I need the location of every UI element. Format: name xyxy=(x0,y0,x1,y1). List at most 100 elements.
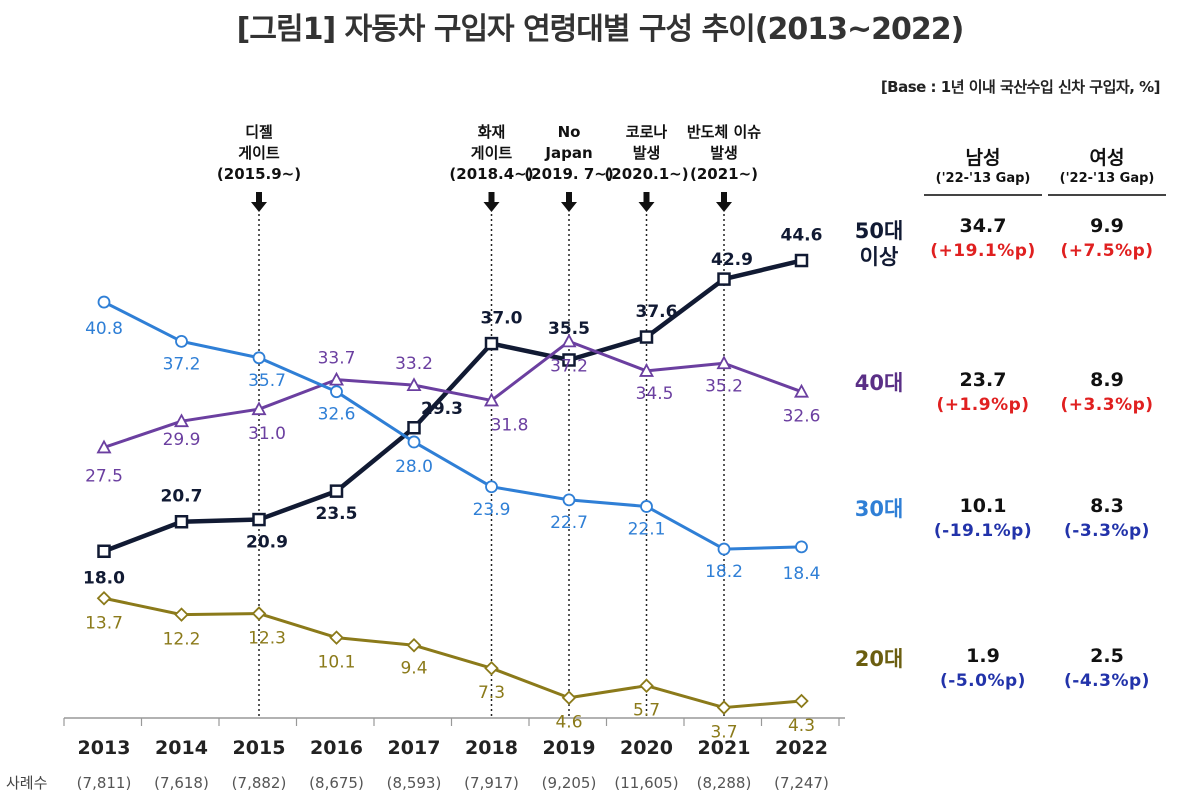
male-cell: 10.1 (-19.1%p) xyxy=(928,494,1038,543)
point-1-2019 xyxy=(561,333,577,348)
data-label-2-2019: 22.7 xyxy=(550,513,588,533)
gap-value: (-3.3%p) xyxy=(1064,521,1150,541)
event-arrow-2015 xyxy=(251,192,267,212)
share-value: 8.3 xyxy=(1090,495,1124,517)
data-label-3-2015: 12.3 xyxy=(248,629,286,649)
male-cell: 34.7 (+19.1%p) xyxy=(928,214,1038,263)
data-label-1-2013: 27.5 xyxy=(85,466,123,486)
gap-value: (-19.1%p) xyxy=(933,521,1033,541)
data-label-3-2014: 12.2 xyxy=(163,630,201,650)
point-3-2017 xyxy=(406,637,422,653)
sample-count-2022: (7,247) xyxy=(774,774,829,792)
share-value: 10.1 xyxy=(959,495,1007,517)
data-label-2-2017: 28.0 xyxy=(395,457,433,477)
point-2-2016 xyxy=(330,385,343,399)
sample-count-2021: (8,288) xyxy=(697,774,752,792)
point-2-2018 xyxy=(485,480,498,494)
data-label-0-2021: 42.9 xyxy=(711,250,753,270)
column-title: 여성 xyxy=(1089,147,1125,169)
data-label-1-2019: 37.2 xyxy=(550,356,588,376)
data-label-3-2022: 4.3 xyxy=(788,716,815,736)
data-label-0-2022: 44.6 xyxy=(781,226,823,246)
point-0-2021 xyxy=(717,272,731,286)
point-0-2017 xyxy=(407,421,421,435)
female-column-header: 여성 ('22-'13 Gap) xyxy=(1052,146,1162,188)
event-label-2018: 화재 게이트 (2018.4~) xyxy=(449,123,534,183)
data-label-3-2020: 5.7 xyxy=(633,701,660,721)
data-label-2-2016: 32.6 xyxy=(318,405,356,425)
share-value: 8.9 xyxy=(1090,369,1124,391)
point-1-2014 xyxy=(173,413,190,428)
data-label-2-2015: 35.7 xyxy=(248,371,286,391)
event-label-2021: 반도체 이슈 발생 (2021~) xyxy=(686,123,762,183)
data-label-3-2019: 4.6 xyxy=(555,713,582,733)
data-label-1-2020: 34.5 xyxy=(636,384,674,404)
data-label-3-2016: 10.1 xyxy=(318,653,356,673)
data-label-1-2018: 31.8 xyxy=(491,415,529,435)
x-tick-label-2016: 2016 xyxy=(310,737,363,759)
x-tick-label-2014: 2014 xyxy=(155,737,208,759)
event-label-2015: 디젤 게이트 (2015.9~) xyxy=(216,123,302,183)
event-arrow-2021 xyxy=(716,192,732,212)
point-3-2018 xyxy=(484,660,499,676)
column-header-rule xyxy=(924,194,1042,196)
point-2-2022 xyxy=(795,540,808,554)
gap-value: (+7.5%p) xyxy=(1060,241,1154,261)
point-1-2016 xyxy=(328,371,345,386)
x-tick-label-2018: 2018 xyxy=(465,737,518,759)
chart-title: [그림1] 자동차 구입자 연령대별 구성 추이(2013~2022) xyxy=(236,12,965,47)
data-label-3-2021: 3.7 xyxy=(710,723,737,743)
series-line-2 xyxy=(103,300,802,551)
data-label-0-2020: 37.6 xyxy=(636,302,678,322)
female-cell: 9.9 (+7.5%p) xyxy=(1052,214,1162,263)
point-1-2022 xyxy=(793,383,810,398)
data-label-0-2015: 20.9 xyxy=(246,533,288,553)
point-0-2014 xyxy=(174,514,189,529)
point-0-2015 xyxy=(252,512,266,527)
point-2-2019 xyxy=(562,493,576,507)
data-label-2-2018: 23.9 xyxy=(473,500,511,520)
x-tick-label-2022: 2022 xyxy=(775,737,828,759)
sample-count-2016: (8,675) xyxy=(309,774,364,792)
series-line-1 xyxy=(103,339,803,449)
x-tick-label-2015: 2015 xyxy=(233,737,286,759)
share-value: 34.7 xyxy=(959,215,1007,237)
data-label-2-2013: 40.8 xyxy=(85,319,123,339)
point-3-2015 xyxy=(251,606,267,621)
gap-value: (+1.9%p) xyxy=(936,395,1030,415)
male-column-header: 남성 ('22-'13 Gap) xyxy=(928,146,1038,188)
column-header-rule xyxy=(1048,194,1166,196)
gap-value: (+3.3%p) xyxy=(1060,395,1154,415)
event-label-2019: No Japan (2019. 7~) xyxy=(524,123,614,183)
point-1-2017 xyxy=(406,377,422,392)
point-0-2022 xyxy=(794,253,809,268)
data-label-0-2019: 35.5 xyxy=(548,319,590,339)
column-title: 남성 xyxy=(965,147,1001,169)
share-value: 23.7 xyxy=(959,369,1007,391)
age-group-label: 20대 xyxy=(854,647,904,671)
point-0-2013 xyxy=(97,544,111,559)
sample-count-2015: (7,882) xyxy=(232,774,287,792)
point-2-2015 xyxy=(252,351,266,365)
event-arrow-2018 xyxy=(483,192,500,212)
data-label-2-2020: 22.1 xyxy=(628,519,666,539)
x-tick-label-2019: 2019 xyxy=(543,737,596,759)
sample-count-2020: (11,605) xyxy=(614,774,678,792)
data-label-0-2017: 29.3 xyxy=(421,399,463,419)
data-label-1-2016: 33.7 xyxy=(318,349,356,369)
point-2-2020 xyxy=(640,500,653,513)
x-tick-label-2020: 2020 xyxy=(620,737,673,759)
data-label-2-2022: 18.4 xyxy=(783,564,821,584)
series-line-0 xyxy=(103,258,803,554)
x-tick-label-2021: 2021 xyxy=(698,737,751,759)
point-1-2013 xyxy=(96,439,112,454)
point-3-2013 xyxy=(96,590,112,606)
data-label-3-2017: 9.4 xyxy=(400,658,427,678)
event-label-2020: 코로나 발생 (2020.1~) xyxy=(604,123,689,183)
column-subtitle: ('22-'13 Gap) xyxy=(1059,171,1155,186)
point-0-2020 xyxy=(639,330,654,344)
sample-count-label: 사례수 xyxy=(6,774,47,792)
male-cell: 23.7 (+1.9%p) xyxy=(928,368,1038,417)
gap-value: (-4.3%p) xyxy=(1064,671,1150,691)
base-note: [Base : 1년 이내 국산수입 신차 구입자, %] xyxy=(880,78,1161,96)
